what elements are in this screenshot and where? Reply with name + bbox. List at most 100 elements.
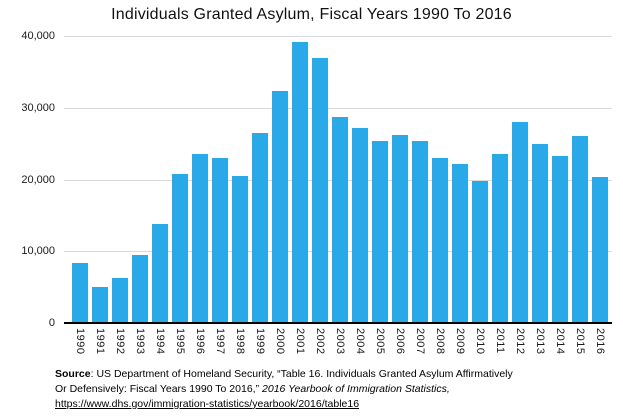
bar-2005	[372, 141, 388, 323]
bar-2002	[312, 58, 328, 323]
source-link[interactable]: https://www.dhs.gov/immigration-statisti…	[55, 397, 360, 410]
chart-title: Individuals Granted Asylum, Fiscal Years…	[111, 6, 512, 23]
x-tick-label: 1990	[74, 328, 86, 355]
x-tick-2011: 2011	[492, 328, 508, 354]
bar-1995	[172, 174, 188, 323]
x-tick-label: 2015	[574, 328, 586, 355]
x-tick-2000: 2000	[272, 328, 288, 354]
x-tick-2014: 2014	[552, 328, 568, 354]
x-tick-label: 1994	[154, 328, 166, 355]
x-tick-label: 1991	[94, 328, 106, 355]
x-tick-label: 2011	[494, 328, 506, 354]
x-tick-1995: 1995	[172, 328, 188, 354]
x-tick-2006: 2006	[392, 328, 408, 354]
gridline	[64, 36, 612, 37]
x-tick-label: 2009	[454, 328, 466, 355]
x-tick-1993: 1993	[132, 328, 148, 354]
x-tick-label: 1993	[134, 328, 146, 355]
bar-1992	[112, 277, 128, 323]
x-tick-label: 2004	[354, 328, 366, 355]
x-axis-line	[64, 322, 612, 324]
bar-2006	[392, 135, 408, 323]
x-tick-label: 2012	[514, 328, 526, 355]
x-tick-label: 1997	[214, 328, 226, 355]
bar-2010	[472, 180, 488, 323]
x-tick-1992: 1992	[112, 328, 128, 354]
x-tick-2003: 2003	[332, 328, 348, 354]
bar-2016	[592, 176, 608, 323]
y-tick-label: 10,000	[21, 245, 55, 258]
x-tick-1999: 1999	[252, 328, 268, 354]
x-tick-2005: 2005	[372, 328, 388, 354]
gridline	[64, 107, 612, 109]
x-tick-2016: 2016	[592, 328, 608, 354]
x-tick-1998: 1998	[232, 328, 248, 354]
x-tick-2013: 2013	[532, 328, 548, 354]
x-tick-2007: 2007	[412, 328, 428, 354]
bar-2012	[512, 122, 528, 323]
x-tick-2015: 2015	[572, 328, 588, 354]
y-axis-labels: 0 10,000 20,000 30,000 40,000	[0, 30, 55, 329]
source-text: : US Department of Homeland Security, “T…	[55, 368, 513, 395]
x-tick-2001: 2001	[292, 328, 308, 354]
source-note: Source: US Department of Homeland Securi…	[55, 367, 513, 412]
x-tick-label: 2016	[594, 328, 606, 355]
bar-1994	[152, 224, 168, 323]
bar-2000	[272, 90, 288, 323]
x-tick-1991: 1991	[92, 328, 108, 354]
x-tick-label: 2003	[334, 328, 346, 355]
y-tick-label: 0	[48, 317, 55, 329]
x-tick-2002: 2002	[312, 328, 328, 354]
x-tick-1996: 1996	[192, 328, 208, 354]
x-tick-2008: 2008	[432, 328, 448, 354]
y-tick-label: 20,000	[21, 173, 55, 186]
x-tick-1990: 1990	[72, 328, 88, 354]
bar-2014	[552, 155, 568, 323]
x-tick-label: 1998	[234, 328, 246, 355]
x-tick-label: 2008	[434, 328, 446, 355]
plot-area	[64, 36, 612, 323]
bar-2009	[452, 163, 468, 323]
x-tick-2004: 2004	[352, 328, 368, 354]
x-tick-label: 2014	[554, 328, 566, 355]
x-tick-label: 2006	[394, 328, 406, 355]
x-tick-1994: 1994	[152, 328, 168, 354]
x-tick-label: 2002	[314, 328, 326, 355]
bar-2001	[292, 42, 308, 323]
bar-2015	[572, 136, 588, 323]
x-tick-label: 2010	[474, 328, 486, 355]
x-tick-label: 2005	[374, 328, 386, 355]
x-tick-label: 2013	[534, 328, 546, 355]
x-tick-2010: 2010	[472, 328, 488, 354]
bar-1993	[132, 254, 148, 323]
bar-1997	[212, 157, 228, 323]
x-tick-label: 2001	[294, 328, 306, 355]
x-tick-label: 1992	[114, 328, 126, 355]
bar-1990	[72, 262, 88, 323]
x-tick-label: 2000	[274, 328, 286, 355]
bar-1991	[92, 287, 108, 323]
x-tick-label: 1995	[174, 328, 186, 355]
bar-1996	[192, 154, 208, 323]
bar-2003	[332, 117, 348, 323]
bar-1998	[232, 175, 248, 323]
x-tick-1997: 1997	[212, 328, 228, 354]
bar-2004	[352, 127, 368, 323]
citation-italic: 2016 Yearbook of Immigration Statistics,	[262, 382, 450, 395]
bar-2011	[492, 153, 508, 323]
x-tick-2009: 2009	[452, 328, 468, 354]
bar-series	[72, 36, 608, 323]
x-tick-label: 2007	[414, 328, 426, 355]
x-axis-labels: 1990 1991 1992 1993 1994 1995 1996 1997 1998 1999…	[72, 328, 608, 354]
x-tick-label: 1996	[194, 328, 206, 355]
x-tick-2012: 2012	[512, 328, 528, 354]
y-tick-label: 40,000	[21, 30, 55, 42]
bar-2008	[432, 157, 448, 323]
y-tick-label: 30,000	[21, 101, 55, 114]
bar-1999	[252, 132, 268, 323]
source-label: Source	[55, 368, 91, 380]
bar-2007	[412, 141, 428, 323]
x-tick-label: 1999	[254, 328, 266, 355]
bar-2013	[532, 143, 548, 323]
